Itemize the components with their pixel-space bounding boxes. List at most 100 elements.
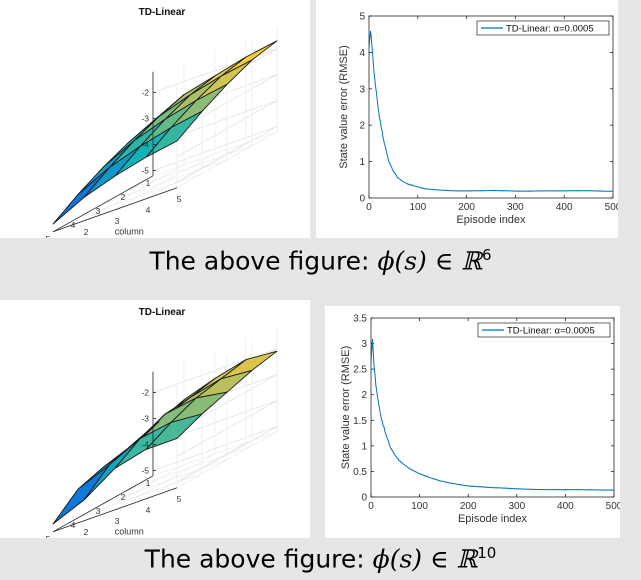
y-axis-label: State value error (RMSE): [340, 346, 352, 469]
surface-patch: [195, 59, 253, 102]
surface-chart-2: TD-Linear-2-3-4-512345row12345column: [46, 307, 278, 538]
y-axis-label: State value error (RMSE): [338, 45, 350, 168]
row-tick-label: 1: [146, 478, 151, 488]
line-chart-2-panel: 0 100 200 300 400 500 0 0.5 1 1.5 2 2.5 3 3.5 Episode …: [325, 306, 620, 538]
caption-bottom-exponent: 10: [477, 544, 497, 562]
caption-top-exponent: 6: [482, 246, 492, 264]
surface-patch: [52, 464, 110, 525]
column-tick-label: 5: [177, 494, 182, 504]
surface-patch: [83, 438, 141, 501]
floor-gridline: [176, 431, 278, 489]
y-tick-label: 1: [361, 441, 367, 452]
x-tick-label: 300: [507, 202, 524, 213]
chart-title: TD-Linear: [139, 7, 186, 18]
surface-chart-1: TD-Linear-2-3-4-512345row12345column: [46, 7, 278, 238]
y-tick-label: 5: [359, 12, 365, 23]
surface-patch: [52, 167, 110, 225]
row-tick-label: 2: [121, 192, 126, 202]
z-tick-label: -5: [141, 466, 149, 476]
surface-patch: [83, 145, 141, 198]
x-tick-label: 500: [605, 202, 618, 213]
column-tick-label: 4: [146, 505, 151, 515]
z-tick-label: -2: [141, 388, 149, 398]
surface-patch: [220, 40, 278, 77]
surface-patch: [220, 350, 278, 380]
series-line: [370, 338, 615, 491]
x-tick-label: 400: [556, 202, 573, 213]
floor-gridline: [77, 473, 203, 519]
y-tick-label: 2: [361, 390, 367, 401]
column-axis-label: column: [115, 227, 144, 237]
y-tick-label: 3: [361, 339, 367, 350]
y-tick-label: 3: [359, 84, 365, 95]
row-axis: [52, 475, 154, 533]
z-tick-label: -3: [141, 114, 149, 124]
y-tick-label: 0: [359, 194, 365, 205]
y-tick-label: 4: [359, 48, 365, 59]
x-tick-label: 300: [508, 501, 525, 512]
legend-label: TD-Linear: α=0.0005: [507, 326, 595, 337]
legend-box: [476, 20, 610, 36]
legend-box: [477, 322, 611, 338]
legend-label: TD-Linear: α=0.0005: [506, 24, 594, 35]
column-tick-label: 3: [115, 516, 120, 526]
caption-bottom-text: The above figure:: [144, 544, 365, 574]
z-tick-label: -4: [141, 140, 149, 150]
column-axis: [52, 487, 178, 533]
caption-top: The above figure: ϕ(s) ∈ ℝ6: [0, 246, 641, 275]
column-axis-label: column: [115, 527, 144, 537]
caption-top-text: The above figure:: [149, 246, 370, 276]
x-tick-label: 100: [409, 202, 426, 213]
y-tick-label: 2.5: [353, 365, 367, 376]
y-tick-label: 0: [361, 493, 367, 504]
chart-title: TD-Linear: [139, 307, 186, 318]
floor-gridline: [152, 431, 278, 477]
series-line: [368, 31, 614, 193]
column-tick-label: 3: [115, 216, 120, 226]
column-tick-label: 2: [84, 227, 89, 237]
line-chart-2: 0 100 200 300 400 500 0 0.5 1 1.5 2 2.5 3 3.5 Episode …: [340, 314, 620, 526]
floor-gridline: [176, 131, 278, 189]
y-tick-label: 1.5: [353, 416, 367, 427]
caption-bottom: The above figure: ϕ(s) ∈ ℝ10: [0, 544, 641, 573]
line-chart-1-panel: 0 100 200 300 400 500 0 1 2 3 4 5 Episode index State…: [316, 0, 618, 238]
row-tick-label: 3: [96, 206, 101, 216]
z-tick-label: -4: [141, 440, 149, 450]
row-axis: [52, 175, 154, 233]
x-tick-label: 400: [557, 501, 574, 512]
line-chart-1: 0 100 200 300 400 500 0 1 2 3 4 5 Episode index State…: [338, 12, 618, 227]
column-tick-label: 5: [177, 194, 182, 204]
z-tick-label: -2: [141, 88, 149, 98]
row-tick-label: 3: [96, 506, 101, 516]
floor-gridline: [145, 442, 247, 500]
surface-chart-1-panel: TD-Linear-2-3-4-512345row12345column: [0, 0, 310, 238]
floor-gridline: [114, 453, 216, 511]
column-axis: [52, 187, 178, 233]
caption-top-math: ϕ(s) ∈ ℝ: [377, 246, 482, 276]
row-tick-label: 1: [146, 178, 151, 188]
z-tick-label: -5: [141, 166, 149, 176]
floor-gridline: [77, 173, 203, 219]
x-axis-label: Episode index: [458, 513, 528, 525]
row-tick-label: 2: [121, 492, 126, 502]
column-tick-label: 2: [84, 527, 89, 537]
y-tick-label: 0.5: [353, 467, 367, 478]
surface-chart-2-panel: TD-Linear-2-3-4-512345row12345column: [0, 300, 310, 538]
row-tick-label: 5: [46, 234, 51, 238]
floor-gridline: [114, 153, 216, 211]
y-tick-label: 2: [359, 121, 365, 132]
y-tick-label: 3.5: [353, 314, 367, 325]
column-tick-label: 4: [146, 205, 151, 215]
caption-bottom-math: ϕ(s) ∈ ℝ: [372, 544, 478, 574]
x-tick-label: 200: [460, 501, 477, 512]
z-tick-label: -3: [141, 414, 149, 424]
plot-area: [370, 317, 615, 498]
row-tick-label: 5: [46, 534, 51, 538]
floor-gridline: [145, 142, 247, 200]
x-tick-label: 500: [606, 501, 620, 512]
x-tick-label: 200: [458, 202, 475, 213]
x-tick-label: 100: [411, 501, 428, 512]
y-tick-label: 1: [359, 157, 365, 168]
x-axis-label: Episode index: [456, 214, 526, 226]
x-tick-label: 0: [366, 202, 372, 213]
